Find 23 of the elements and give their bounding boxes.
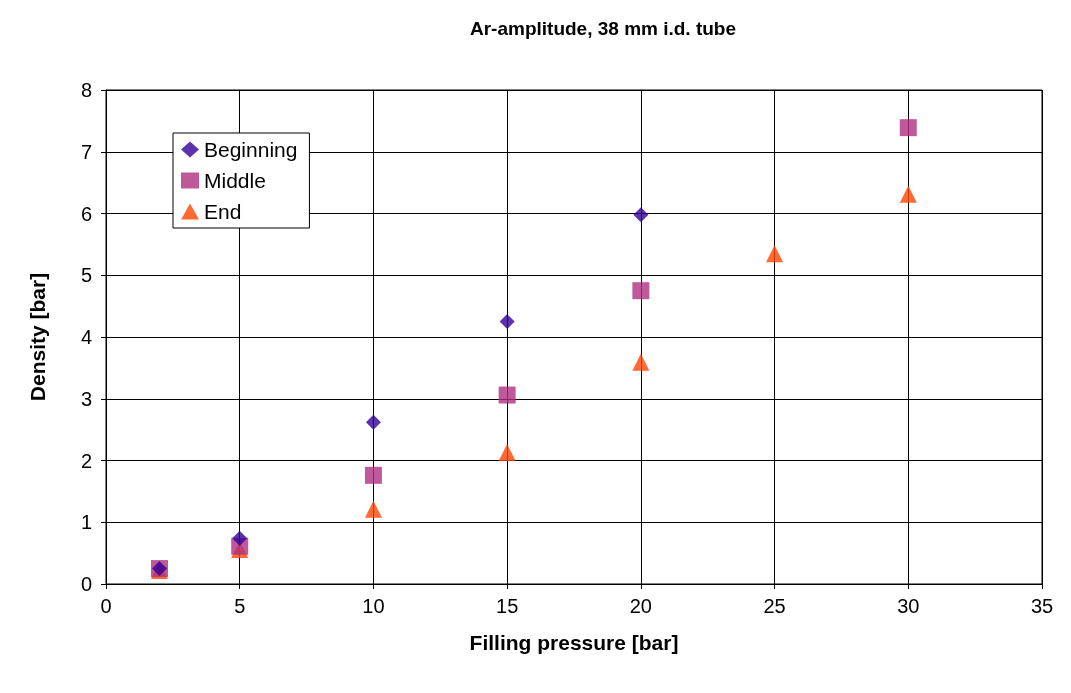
x-tick-label: 10	[362, 595, 385, 617]
y-tick-label: 1	[80, 511, 92, 534]
chart-title: Ar-amplitude, 38 mm i.d. tube	[469, 18, 737, 39]
x-axis-title: Filling pressure [bar]	[469, 631, 679, 654]
y-tick-label: 8	[80, 79, 92, 101]
y-tick-label: 7	[80, 140, 92, 163]
y-tick-label: 4	[80, 326, 92, 348]
legend-label: End	[204, 200, 242, 223]
y-tick-label: 6	[80, 202, 92, 225]
x-tick-label: 25	[763, 595, 786, 617]
x-tick-label: 20	[629, 595, 652, 617]
legend-label: Middle	[204, 169, 266, 192]
y-tick-label: 0	[80, 573, 92, 595]
y-tick-label: 2	[80, 449, 92, 472]
x-tick-label: 15	[496, 595, 519, 617]
x-tick-label: 30	[897, 595, 920, 617]
y-tick-label: 3	[80, 387, 92, 410]
x-tick-label: 0	[100, 595, 112, 617]
legend-label: Beginning	[204, 138, 298, 161]
x-tick-label: 5	[234, 595, 246, 617]
y-axis-title: Density [bar]	[26, 272, 49, 402]
x-tick-label: 35	[1030, 595, 1054, 617]
y-tick-label: 5	[80, 264, 92, 287]
